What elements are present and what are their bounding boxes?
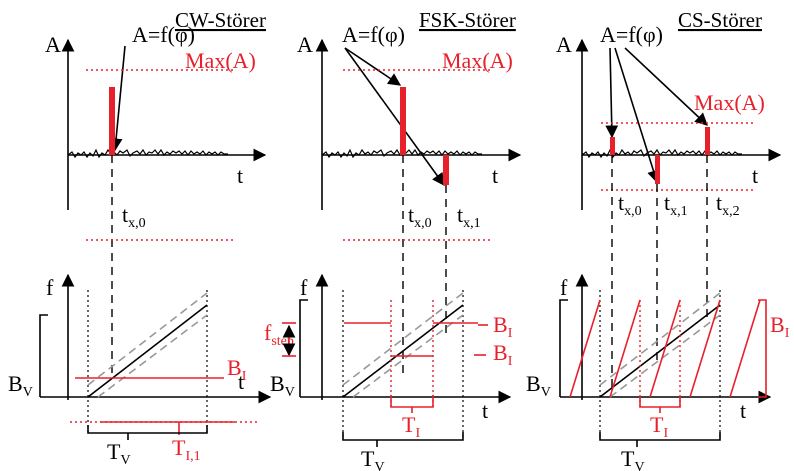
pointer-arrow xyxy=(109,45,126,152)
bracket-bv xyxy=(559,299,568,397)
max-a-label: Max(A) xyxy=(694,90,765,115)
tv-label: TV xyxy=(621,446,645,471)
tx0-label: tx,0 xyxy=(618,190,642,219)
noise-trace xyxy=(581,148,742,159)
sweep-upper xyxy=(87,292,208,386)
tx1-label: tx,1 xyxy=(664,190,688,219)
max-a-label: Max(A) xyxy=(442,48,513,73)
bracket-bv xyxy=(39,314,48,397)
ti1-label: TI,1 xyxy=(172,435,201,464)
axis-label-t2: t xyxy=(482,398,488,423)
axis-label-a: A xyxy=(45,32,61,57)
axis-label-t: t xyxy=(752,163,758,188)
tx1-label: tx,1 xyxy=(457,202,481,231)
spike-2 xyxy=(655,155,660,184)
bi-label: BI xyxy=(770,312,790,341)
tx2-label: tx,2 xyxy=(716,190,740,219)
bv-label: BV xyxy=(270,371,295,400)
bracket-bv xyxy=(299,299,308,397)
bi-label: BI xyxy=(227,355,247,384)
tx0-label: tx,0 xyxy=(122,202,146,231)
chirp-3 xyxy=(649,299,681,398)
bv-label: BV xyxy=(8,371,33,400)
title-cw: CW-Störer xyxy=(175,8,266,32)
tv-label: TV xyxy=(361,446,385,471)
spike xyxy=(109,87,115,155)
ti-label: TI xyxy=(402,412,420,441)
panel-cw: CW-Störer A=f(φ) A t Max(A) tx,0 f t BV … xyxy=(8,8,272,468)
pointer-arrow-2 xyxy=(344,47,445,187)
chirp-1 xyxy=(569,299,601,398)
sweep-lower xyxy=(97,314,208,398)
title-cs: CS-Störer xyxy=(678,8,762,32)
amp-func-label: A=f(φ) xyxy=(132,22,195,47)
bv-label: BV xyxy=(526,371,551,400)
sweep-line xyxy=(599,304,721,398)
amp-func-label: A=f(φ) xyxy=(342,22,405,47)
axis-label-f: f xyxy=(46,275,54,300)
spike-neg xyxy=(443,155,449,185)
chirp-5 xyxy=(729,299,761,398)
panel-fsk: FSK-Störer A=f(φ) A t Max(A) tx,0 tx,1 f… xyxy=(264,8,522,471)
tx0-label: tx,0 xyxy=(408,202,432,231)
sweep-lower xyxy=(609,314,721,398)
spike-1 xyxy=(610,137,615,155)
bracket-bi xyxy=(758,299,767,398)
title-fsk: FSK-Störer xyxy=(419,8,516,32)
axis-label-f: f xyxy=(300,275,308,300)
axis-label-a: A xyxy=(297,32,313,57)
pointer-arrow-3 xyxy=(624,47,708,126)
pointer-arrow-2 xyxy=(614,47,660,184)
spike-3 xyxy=(705,127,710,155)
bi-label-2: BI xyxy=(493,340,513,369)
bracket-tv xyxy=(87,425,208,434)
axis-label-t2: t xyxy=(740,398,746,423)
sweep-line xyxy=(87,304,208,398)
panel-cs: CS-Störer A=f(φ) A t Max(A) tx,0 tx,1 tx… xyxy=(526,8,790,471)
pointer-arrow-1 xyxy=(605,47,619,139)
axis-label-a: A xyxy=(556,32,572,57)
ti-label: TI xyxy=(650,412,668,441)
axis-label-t: t xyxy=(237,163,243,188)
amp-func-label: A=f(φ) xyxy=(600,22,663,47)
bracket-tv xyxy=(599,432,721,441)
chirp-4 xyxy=(689,299,721,398)
axis-label-f: f xyxy=(560,275,568,300)
spike-pos xyxy=(400,87,406,155)
chirp-2 xyxy=(609,299,641,398)
tv-label: TV xyxy=(107,439,131,468)
noise-trace xyxy=(67,148,228,159)
bracket-ti xyxy=(639,397,681,408)
pointer-arrow-1 xyxy=(344,47,402,86)
axis-label-t2: t xyxy=(238,369,244,394)
bi-label-1: BI xyxy=(493,312,513,341)
sweep-line xyxy=(342,304,464,398)
max-a-label: Max(A) xyxy=(185,48,256,73)
bracket-tv xyxy=(342,432,464,441)
axis-label-t: t xyxy=(492,163,498,188)
